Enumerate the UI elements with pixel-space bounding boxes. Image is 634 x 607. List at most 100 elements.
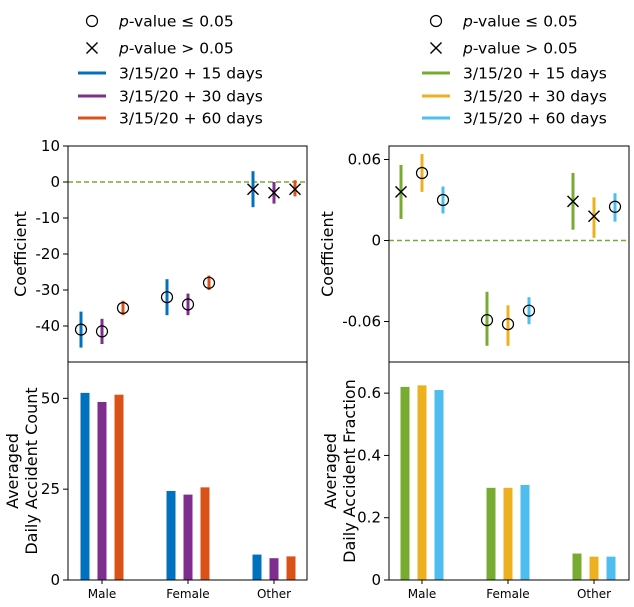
legend-label: 3/15/20 + 15 days (119, 65, 263, 83)
x-tick-label: Male (408, 587, 436, 601)
x-tick-label: Female (486, 587, 529, 601)
x-tick-label: Male (88, 587, 116, 601)
legend-label-italic: p (462, 40, 473, 58)
marker-stroke (567, 195, 579, 208)
bar (503, 487, 513, 580)
point-significant (480, 314, 494, 327)
point-not-significant (588, 210, 600, 223)
y-tick-label: 0 (50, 571, 60, 589)
y-tick-label: 50 (41, 389, 60, 407)
legend-x-marker (86, 42, 98, 54)
x-tick-label: Female (166, 587, 209, 601)
bar (286, 556, 296, 580)
point-significant (436, 193, 450, 207)
point-significant (116, 301, 130, 315)
bar (606, 556, 616, 580)
bar (252, 554, 262, 580)
point-not-significant (247, 183, 259, 196)
y-tick-label: -10 (36, 209, 61, 227)
y-axis-label: AveragedDaily Accident Count (3, 387, 41, 554)
legend-right: p-value ≤ 0.05p-value > 0.053/15/20 + 15… (422, 13, 607, 128)
marker-stroke (247, 183, 259, 196)
y-tick-label: -20 (36, 245, 61, 263)
legend-circle-marker (85, 14, 99, 28)
legend-label: 3/15/20 + 60 days (463, 110, 607, 128)
legend-label-italic: p (118, 13, 129, 31)
marker-stroke (86, 42, 98, 54)
bar (200, 487, 210, 580)
bar (400, 386, 410, 580)
legend-left: p-value ≤ 0.05p-value > 0.053/15/20 + 15… (78, 13, 263, 128)
bar (520, 485, 530, 580)
y-tick-label: 0.2 (357, 509, 381, 527)
y-tick-label: -40 (36, 317, 61, 335)
legend-label-rest: -value ≤ 0.05 (473, 13, 578, 31)
legend-label-italic: p (118, 40, 129, 58)
y-axis-label-line: Daily Accident Fraction (340, 379, 359, 563)
point-significant (608, 200, 622, 213)
legend-label-rest: -value > 0.05 (129, 40, 234, 58)
legend-label: p-value ≤ 0.05 (462, 13, 578, 31)
y-tick-label: 25 (41, 480, 60, 498)
marker-stroke (395, 185, 407, 198)
y-tick-label: 0.6 (357, 384, 381, 402)
bar (114, 394, 124, 580)
legend-label-rest: -value ≤ 0.05 (129, 13, 234, 31)
y-tick-label: 0.06 (348, 151, 381, 169)
bar (183, 494, 193, 580)
legend-label-rest: -value > 0.05 (473, 40, 578, 58)
y-tick-label: 0 (371, 571, 381, 589)
point-significant (522, 304, 536, 317)
legend-label: p-value > 0.05 (118, 40, 234, 58)
point-significant (74, 323, 88, 336)
bar (434, 390, 444, 580)
point-significant (415, 166, 429, 180)
y-axis-label: AveragedDaily Accident Fraction (321, 379, 359, 563)
legend-label: 3/15/20 + 15 days (463, 65, 607, 83)
bar (417, 385, 427, 580)
point-significant (202, 276, 216, 289)
bar (486, 487, 496, 580)
marker-stroke (289, 183, 301, 196)
legend-label: 3/15/20 + 30 days (119, 88, 263, 106)
point-significant (501, 318, 515, 331)
axes-frame (67, 361, 308, 581)
legend-label: p-value ≤ 0.05 (118, 13, 234, 31)
legend-label: 3/15/20 + 60 days (119, 110, 263, 128)
y-axis-label-line: Daily Accident Count (22, 387, 41, 554)
bar (97, 401, 107, 580)
marker-stroke (588, 210, 600, 223)
marker-stroke (430, 42, 442, 54)
legend-circle-marker (429, 14, 443, 28)
point-not-significant (567, 195, 579, 208)
y-tick-label: 0.4 (357, 446, 381, 464)
bar (166, 490, 176, 580)
y-tick-label: 10 (41, 137, 60, 155)
panel-top-left: 10 0 -10 -20 -30 -40 Coefficient (11, 137, 308, 363)
y-axis-label: Coefficient (11, 211, 30, 297)
legend-x-marker (430, 42, 442, 54)
bar (589, 556, 599, 580)
y-tick-label: 0 (50, 173, 60, 191)
bar (572, 553, 582, 580)
point-significant (181, 298, 195, 311)
point-significant (160, 291, 174, 304)
legend-label: p-value > 0.05 (462, 40, 578, 58)
bar (269, 558, 279, 580)
y-tick-label: -30 (36, 281, 61, 299)
legend-label-italic: p (462, 13, 473, 31)
bar (80, 392, 90, 580)
x-tick-label: Other (257, 587, 291, 601)
point-not-significant (289, 183, 301, 196)
y-axis-label-line: Averaged (321, 433, 340, 509)
panel-top-right: 0.06 0 -0.06 Coefficient (318, 145, 630, 363)
point-significant (95, 325, 109, 338)
y-axis-label: Coefficient (318, 211, 337, 297)
point-not-significant (268, 186, 280, 199)
y-axis-label-line: Averaged (3, 433, 22, 509)
x-tick-label: Other (577, 587, 611, 601)
y-tick-label: -0.06 (342, 313, 381, 331)
